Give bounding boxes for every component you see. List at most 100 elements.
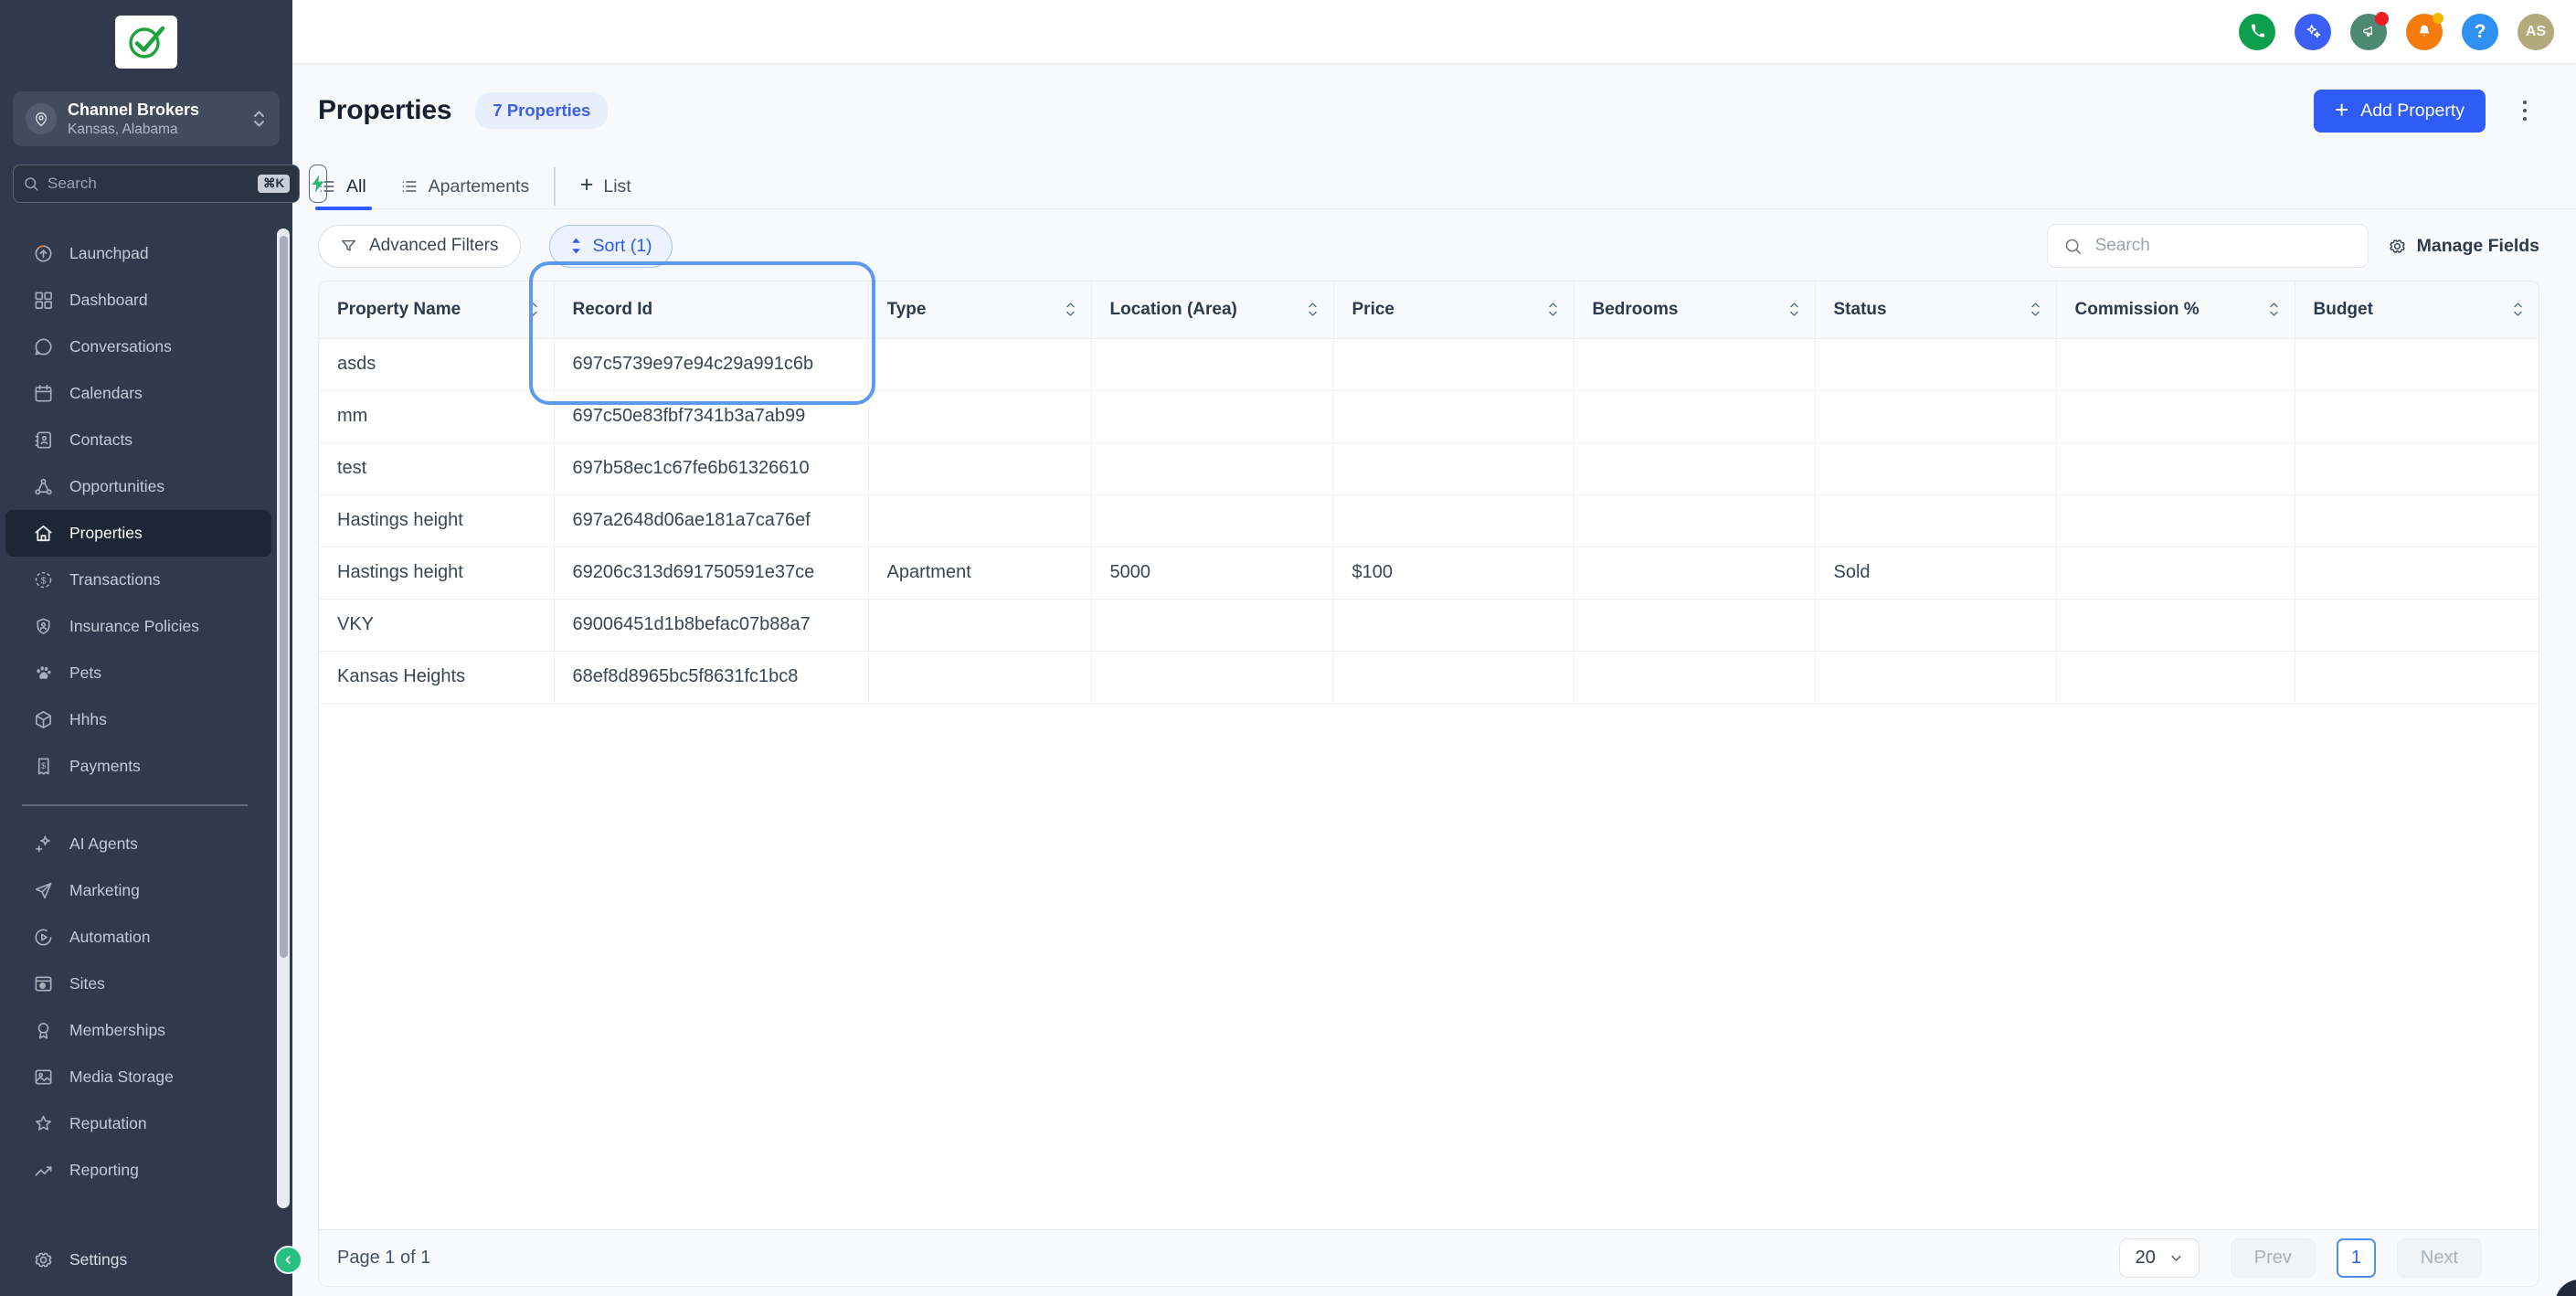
- dollar-circle-icon: $: [33, 569, 54, 590]
- next-page-button[interactable]: Next: [2396, 1238, 2482, 1278]
- page-title: Properties: [318, 95, 452, 125]
- sort-button[interactable]: Sort (1): [548, 224, 673, 268]
- contacts-book-icon: [33, 430, 54, 451]
- sidebar-item-reputation[interactable]: Reputation: [5, 1100, 271, 1147]
- table-row[interactable]: Kansas Heights 68ef8d8965bc5f8631fc1bc8: [319, 651, 2539, 704]
- column-header-commission[interactable]: Commission %: [2056, 282, 2295, 339]
- table-row[interactable]: Hastings height 69206c313d691750591e37ce A…: [319, 547, 2539, 600]
- column-header-bedrooms[interactable]: Bedrooms: [1574, 282, 1816, 339]
- location-pin-icon: [26, 103, 57, 134]
- ribbon-badge-icon: [33, 1020, 54, 1041]
- column-header-property-name[interactable]: Property Name: [319, 282, 555, 339]
- table-row[interactable]: asds 697c5739e97e94c29a991c6b: [319, 338, 2539, 391]
- page-header: Properties 7 Properties + Add Property: [318, 88, 2539, 133]
- announcements-button[interactable]: [2350, 11, 2389, 50]
- search-icon: [2063, 237, 2083, 256]
- current-page-button[interactable]: 1: [2336, 1238, 2376, 1278]
- sidebar-item-opportunities[interactable]: Opportunities: [5, 463, 271, 510]
- org-selector[interactable]: Channel Brokers Kansas, Alabama: [13, 91, 280, 146]
- plus-icon: +: [579, 172, 594, 197]
- sidebar-item-properties[interactable]: Properties: [5, 510, 271, 557]
- gear-icon: [2388, 237, 2407, 256]
- page-size-select[interactable]: 20: [2118, 1238, 2200, 1278]
- keyboard-shortcut-badge: ⌘K: [258, 175, 291, 193]
- sort-arrows-icon: [569, 237, 583, 255]
- properties-table-card: Property Name Record Id Type Location (A…: [318, 281, 2539, 1287]
- sidebar-item-launchpad[interactable]: Launchpad: [5, 230, 271, 277]
- check-logo-icon: [125, 24, 167, 60]
- table-empty-space: [319, 703, 2539, 1229]
- table-row[interactable]: VKY 69006451d1b8befac07b88a7: [319, 599, 2539, 652]
- properties-table: Property Name Record Id Type Location (A…: [319, 282, 2539, 704]
- chat-bubble-icon: [33, 336, 54, 357]
- ai-assistant-button[interactable]: [2295, 13, 2331, 50]
- sidebar-item-hhhs[interactable]: Hhhs: [5, 696, 271, 743]
- bell-icon: [2415, 23, 2433, 41]
- sort-chevrons-icon: [527, 301, 539, 318]
- scrollbar-thumb[interactable]: [279, 236, 288, 958]
- advanced-filters-button[interactable]: Advanced Filters: [318, 224, 521, 268]
- table-header-row: Property Name Record Id Type Location (A…: [319, 282, 2539, 339]
- sidebar-item-marketing[interactable]: Marketing: [5, 867, 271, 914]
- table-row[interactable]: test 697b58ec1c67fe6b61326610: [319, 442, 2539, 495]
- help-button[interactable]: ?: [2462, 13, 2498, 50]
- paw-icon: [33, 663, 54, 684]
- column-header-location-area[interactable]: Location (Area): [1091, 282, 1334, 339]
- app-logo: [115, 16, 177, 69]
- sidebar-search[interactable]: ⌘K: [13, 165, 301, 203]
- phone-button[interactable]: [2239, 13, 2275, 50]
- image-icon: [33, 1067, 54, 1088]
- notifications-button[interactable]: [2406, 12, 2443, 50]
- manage-fields-button[interactable]: Manage Fields: [2388, 236, 2539, 257]
- sidebar-search-input[interactable]: [48, 175, 249, 193]
- prev-page-button[interactable]: Prev: [2230, 1238, 2316, 1278]
- quick-actions-button[interactable]: [309, 165, 328, 203]
- sidebar-item-automation[interactable]: Automation: [5, 914, 271, 961]
- sidebar-item-settings[interactable]: Settings: [0, 1230, 292, 1289]
- column-header-price[interactable]: Price: [1333, 282, 1574, 339]
- list-view-icon: [400, 177, 419, 196]
- tab-add-list[interactable]: + List: [579, 172, 631, 197]
- sidebar-item-sites[interactable]: Sites: [5, 961, 271, 1007]
- sidebar-item-memberships[interactable]: Memberships: [5, 1007, 271, 1054]
- svg-text:$: $: [41, 761, 47, 771]
- add-property-button[interactable]: + Add Property: [2314, 89, 2486, 133]
- sort-chevrons-icon: [1065, 301, 1076, 318]
- table-search[interactable]: [2046, 224, 2369, 268]
- collapse-sidebar-button[interactable]: [274, 1246, 302, 1274]
- sidebar-item-dashboard[interactable]: Dashboard: [5, 277, 271, 324]
- sort-chevrons-icon: [2268, 301, 2280, 318]
- sidebar-nav: Launchpad Dashboard Conversations Calend…: [0, 230, 292, 1230]
- table-row[interactable]: mm 697c50e83fbf7341b3a7ab99: [319, 390, 2539, 443]
- trend-chart-icon: [33, 1160, 54, 1181]
- topbar: ? AS: [292, 0, 2576, 64]
- table-row[interactable]: Hastings height 697a2648d06ae181a7ca76ef: [319, 494, 2539, 547]
- sidebar-item-reporting[interactable]: Reporting: [5, 1147, 271, 1194]
- column-header-budget[interactable]: Budget: [2295, 282, 2539, 339]
- sidebar-item-pets[interactable]: Pets: [5, 650, 271, 696]
- sidebar-item-payments[interactable]: $ Payments: [5, 743, 271, 790]
- sidebar-item-ai-agents[interactable]: AI Agents: [5, 821, 271, 867]
- sidebar-item-conversations[interactable]: Conversations: [5, 324, 271, 370]
- sidebar-item-contacts[interactable]: Contacts: [5, 417, 271, 463]
- table-search-input[interactable]: [2094, 236, 2352, 256]
- search-icon: [23, 175, 39, 192]
- logo-area: [0, 0, 292, 84]
- sidebar-item-transactions[interactable]: $ Transactions: [5, 557, 271, 603]
- svg-text:$: $: [41, 575, 47, 586]
- launchpad-icon: [33, 243, 54, 264]
- column-header-record-id[interactable]: Record Id: [554, 282, 869, 339]
- gear-icon: [33, 1249, 54, 1270]
- sidebar-item-insurance-policies[interactable]: Insurance Policies: [5, 603, 271, 650]
- sidebar-item-media-storage[interactable]: Media Storage: [5, 1054, 271, 1100]
- avatar[interactable]: AS: [2518, 13, 2554, 50]
- funnel-icon: [340, 238, 357, 255]
- more-options-button[interactable]: [2510, 92, 2539, 129]
- column-header-status[interactable]: Status: [1815, 282, 2057, 339]
- tab-apartments[interactable]: Apartements: [400, 165, 529, 208]
- sort-chevrons-icon: [2512, 301, 2524, 318]
- column-header-type[interactable]: Type: [868, 282, 1092, 339]
- sidebar-scrollbar[interactable]: [277, 228, 290, 1208]
- sidebar-item-calendars[interactable]: Calendars: [5, 370, 271, 417]
